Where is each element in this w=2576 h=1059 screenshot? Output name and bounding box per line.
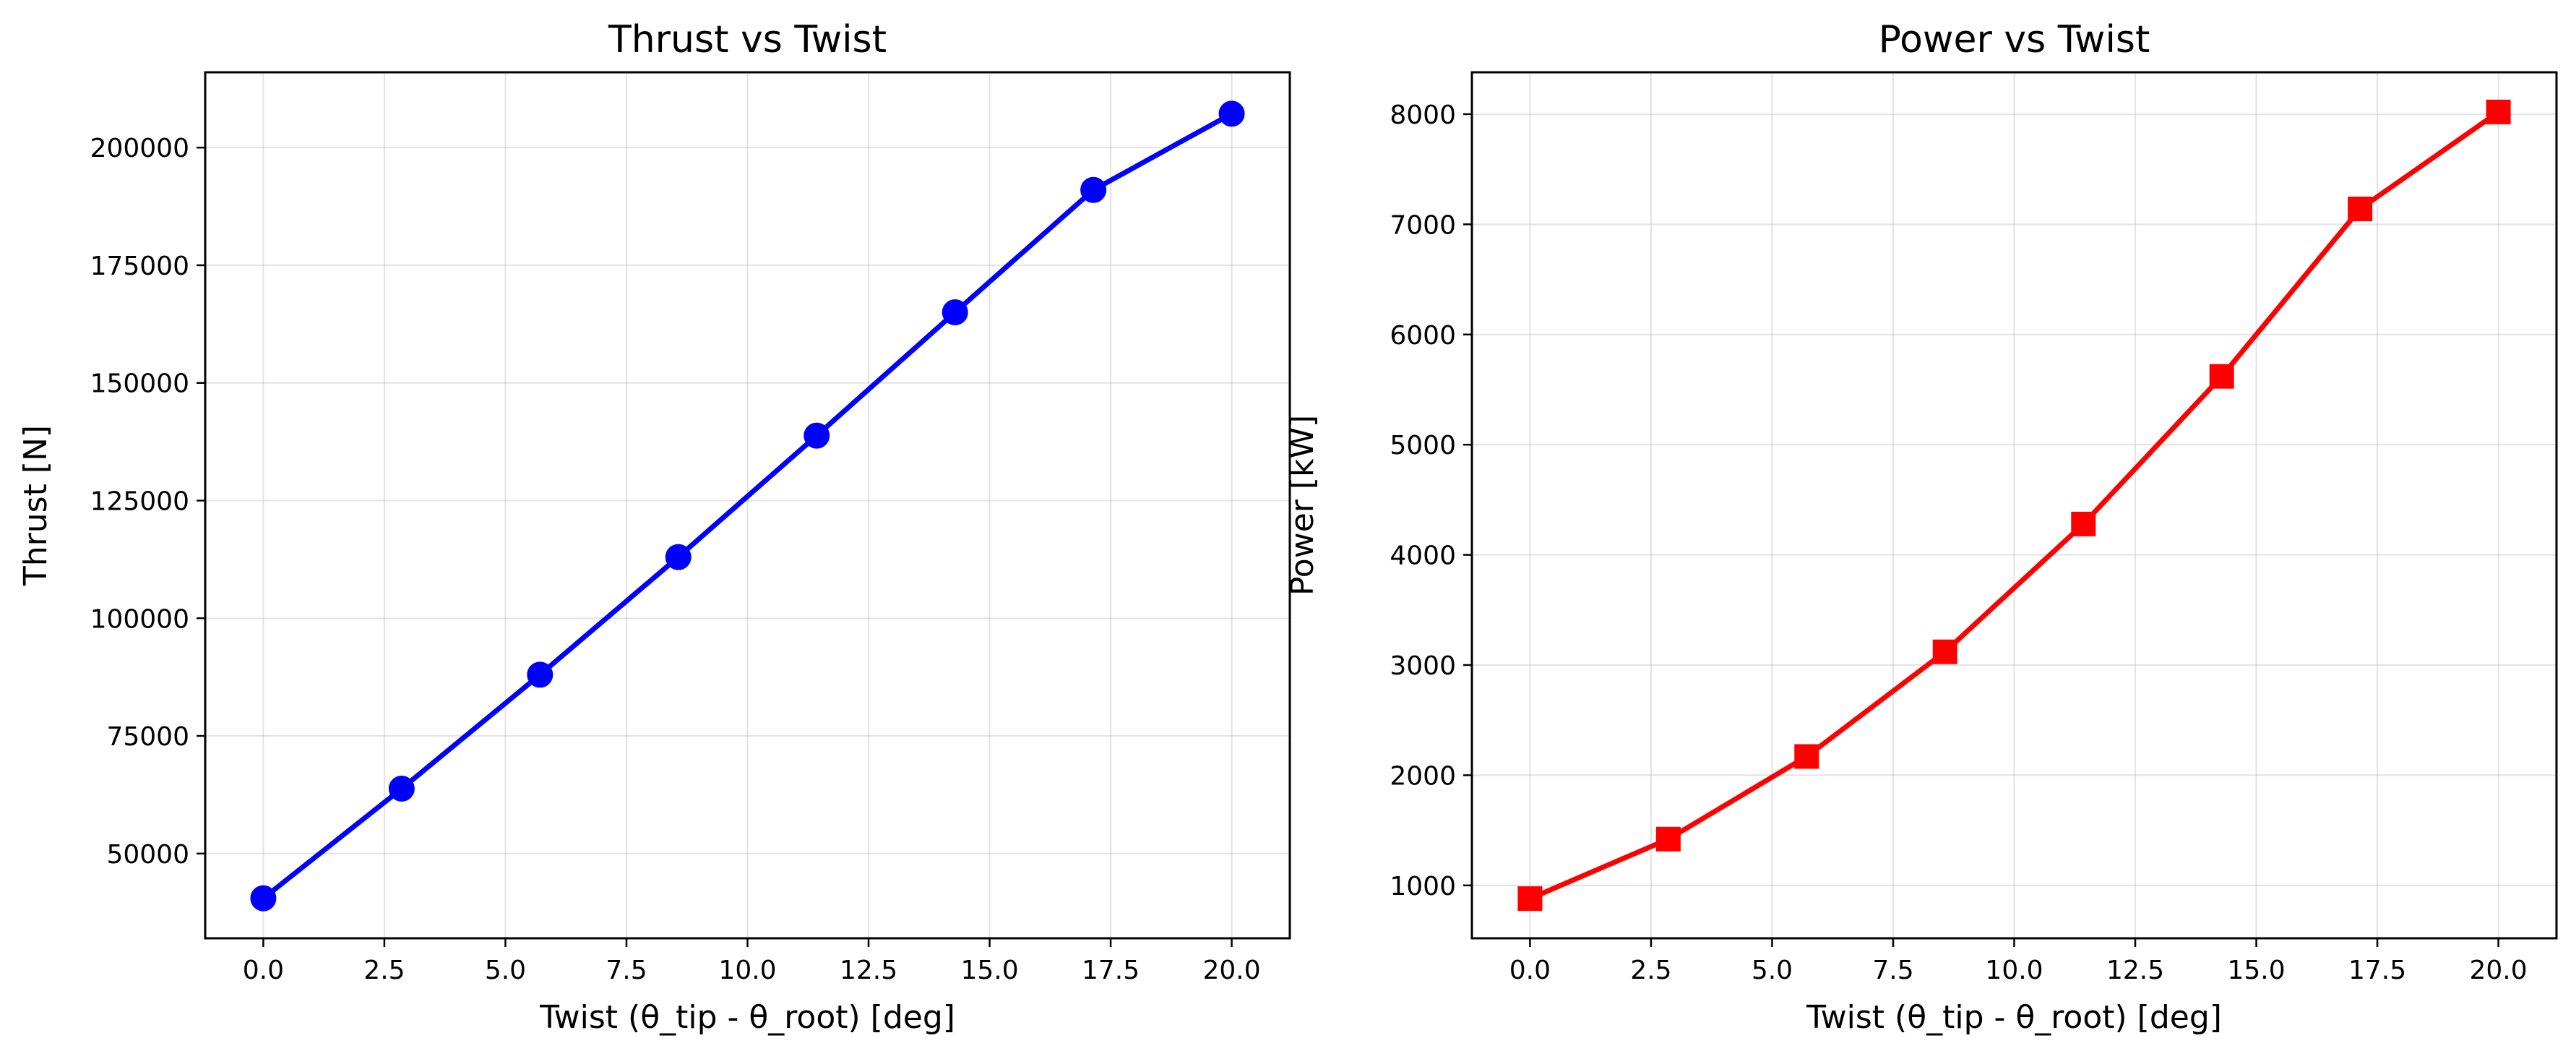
power-x-tick-label: 0.0 [1509,956,1551,985]
thrust-data-point [1218,100,1245,127]
thrust-y-tick-label: 125000 [90,486,189,516]
thrust-y-tick-label: 50000 [106,840,189,870]
thrust-chart: 0.0 2.5 5.0 7.5 10.0 12.5 15.0 17.5 20.0 50000 750… [17,18,1291,1036]
thrust-x-tick-label: 0.0 [243,956,284,985]
power-chart: 0.0 2.5 5.0 7.5 10.0 12.5 15.0 17.5 20.0 1000 2000… [1284,18,2558,1036]
power-series-line [1527,109,2502,901]
thrust-data-point [804,422,830,449]
thrust-data-point [942,299,968,326]
power-x-tick-label: 7.5 [1872,956,1913,985]
power-y-tick-label: 6000 [1390,321,1456,351]
thrust-y-tick-label: 100000 [90,604,189,634]
power-x-tick-label: 5.0 [1752,956,1793,985]
power-x-tick-label: 20.0 [2470,956,2528,985]
thrust-y-tick-label: 200000 [90,134,189,163]
thrust-y-tick-label: 175000 [90,252,189,281]
thrust-data-point [527,661,553,688]
thrust-y-tick-label: 75000 [106,722,189,752]
power-y-tick-label: 5000 [1390,431,1456,460]
thrust-x-tick-label: 12.5 [840,956,897,985]
thrust-x-axis-label: Twist (θ_tip - θ_root) [deg] [539,999,955,1036]
power-data-point [2348,196,2373,221]
thrust-x-tick-label: 20.0 [1203,956,1261,985]
power-y-tick-label: 4000 [1390,541,1456,571]
power-chart-title: Power vs Twist [1879,18,2150,61]
power-data-point [2071,511,2096,536]
power-data-point [1517,886,1543,912]
power-x-tick-label: 15.0 [2227,956,2285,985]
thrust-x-tick-label: 15.0 [960,956,1018,985]
power-y-tick-label: 1000 [1390,872,1456,901]
thrust-x-tick-label: 17.5 [1082,956,1140,985]
power-y-tick-label: 3000 [1390,651,1456,681]
power-data-point [1655,826,1681,852]
power-data-point [2486,99,2511,124]
power-x-axis-label: Twist (θ_tip - θ_root) [deg] [1806,999,2222,1036]
power-y-tick-label: 2000 [1390,761,1456,791]
power-data-point [2209,364,2234,389]
thrust-data-point [665,544,692,570]
thrust-data-point [1080,176,1107,203]
power-x-tick-label: 2.5 [1630,956,1671,985]
thrust-x-tick-label: 5.0 [485,956,526,985]
thrust-series-line [260,111,1235,901]
thrust-y-tick-label: 150000 [90,369,189,399]
power-x-tick-label: 12.5 [2106,956,2164,985]
thrust-x-tick-label: 7.5 [606,956,647,985]
thrust-data-point [388,775,415,802]
thrust-x-tick-label: 2.5 [363,956,405,985]
thrust-y-axis-label: Thrust [N] [17,425,54,586]
power-x-tick-label: 17.5 [2348,956,2406,985]
power-y-axis-label: Power [kW] [1284,415,1321,596]
power-y-tick-label: 8000 [1390,100,1456,130]
power-data-point [1794,744,1819,769]
thrust-data-point [250,885,277,912]
power-data-point [1932,639,1957,664]
power-y-tick-label: 7000 [1390,210,1456,240]
thrust-chart-title: Thrust vs Twist [608,18,887,61]
thrust-x-tick-label: 10.0 [718,956,776,985]
power-x-tick-label: 10.0 [1985,956,2043,985]
